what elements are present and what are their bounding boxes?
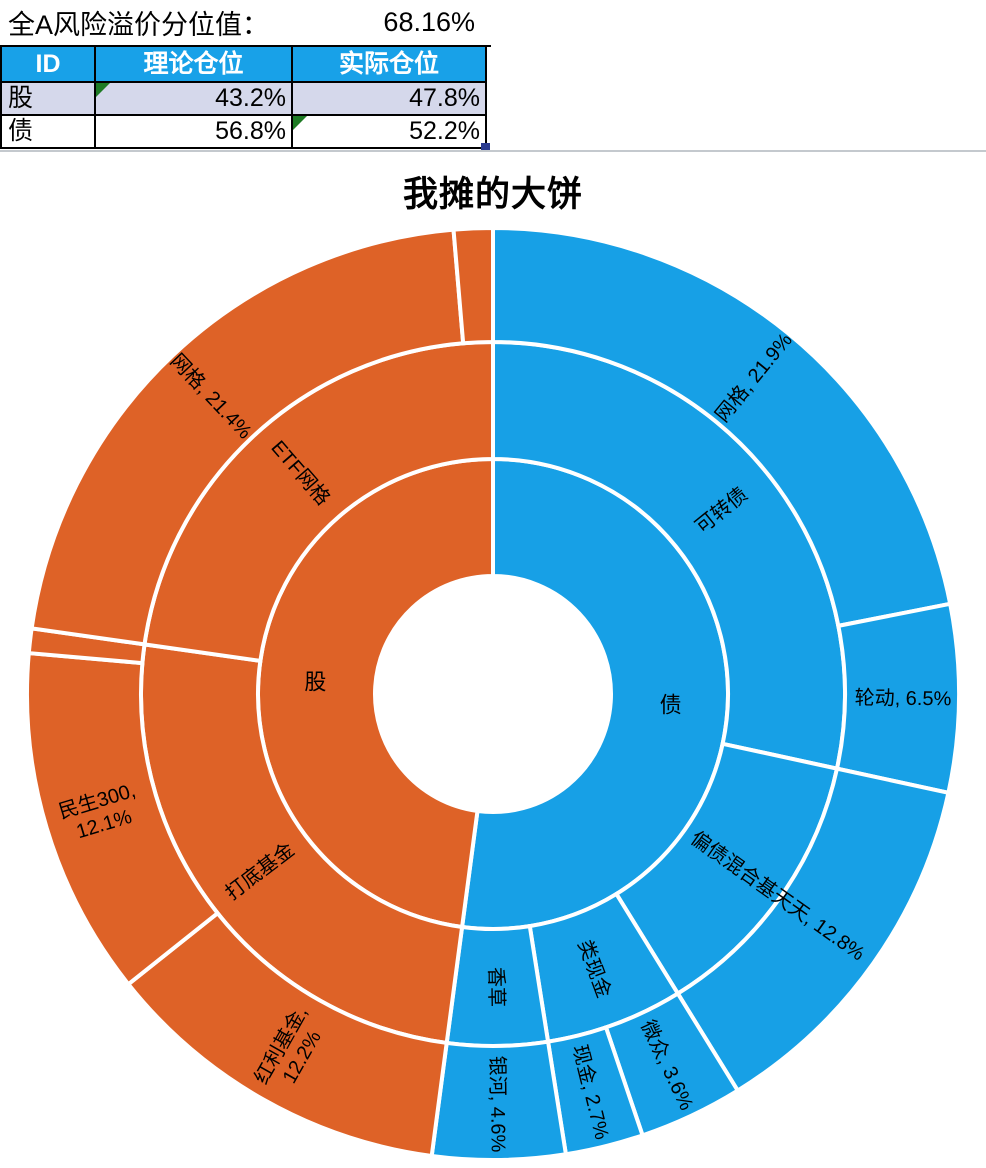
spreadsheet-panel: 全A风险溢价分位值： 68.16% ID 理论仓位 实际仓位 股 43.2% 4… [0, 0, 491, 152]
col-header-theoretical[interactable]: 理论仓位 [96, 47, 293, 83]
cell-theoretical-stock[interactable]: 43.2% [96, 83, 293, 116]
table-header-row: ID 理论仓位 实际仓位 [2, 47, 491, 83]
cell-theoretical-bond[interactable]: 56.8% [96, 116, 293, 149]
premium-row: 全A风险溢价分位值： 68.16% [0, 0, 491, 45]
col-header-actual[interactable]: 实际仓位 [293, 47, 487, 83]
sunburst-label-债-香草-银河: 银河, 4.6% [486, 1055, 510, 1152]
note-triangle-icon [293, 116, 307, 130]
cell-id-bond[interactable]: 债 [2, 116, 96, 149]
col-header-id[interactable]: ID [2, 47, 96, 83]
cell-id-stock[interactable]: 股 [2, 83, 96, 116]
cell-actual-stock[interactable]: 47.8% [293, 83, 487, 116]
cell-actual-bond[interactable]: 52.2% [293, 116, 490, 152]
sunburst-sector-债-可转债-网格[interactable] [491, 225, 953, 629]
premium-percentile-value[interactable]: 68.16% [383, 7, 475, 37]
sunburst-sector-股-ETF网格-unlabeled[interactable] [451, 225, 495, 346]
sunburst-label-债-可转债-轮动: 轮动, 6.5% [855, 686, 952, 710]
premium-percentile-label[interactable]: 全A风险溢价分位值： [8, 10, 270, 40]
table-row-stock: 股 43.2% 47.8% [2, 83, 491, 116]
fill-handle[interactable] [481, 143, 490, 152]
note-triangle-icon [96, 83, 110, 97]
table-row-bond: 债 56.8% 52.2% [2, 116, 491, 152]
cell-value: 52.2% [409, 117, 480, 145]
chart-title[interactable]: 我摊的大饼 [402, 175, 583, 214]
sunburst-label-债: 债 [660, 693, 682, 718]
cell-value: 43.2% [215, 84, 286, 112]
sunburst-label-债-香草: 香草 [484, 967, 508, 1007]
window-split-line [0, 150, 986, 152]
sunburst-label-股: 股 [304, 669, 326, 694]
position-table: ID 理论仓位 实际仓位 股 43.2% 47.8% 债 56.8% 52.2% [0, 45, 491, 152]
